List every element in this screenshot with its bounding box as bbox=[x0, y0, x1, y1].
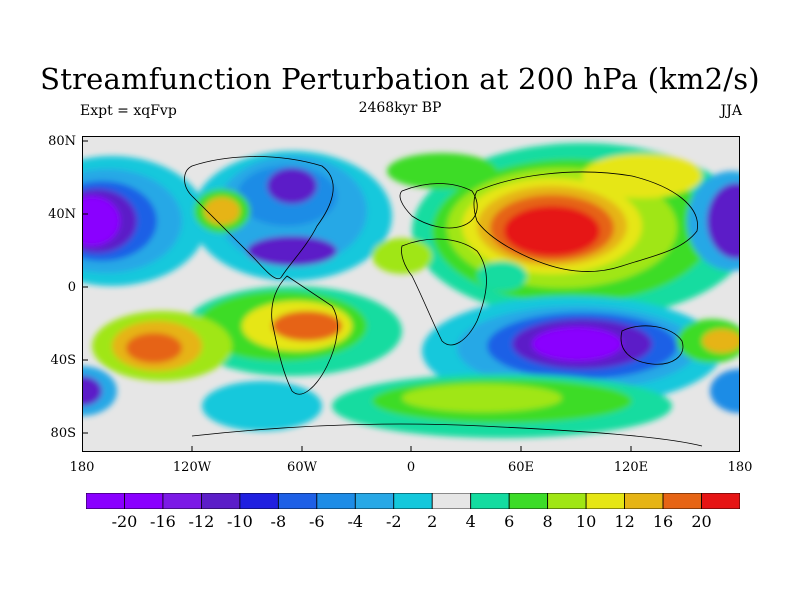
colorbar-swatch bbox=[431, 493, 472, 509]
colorbar-swatch bbox=[162, 493, 202, 509]
colorbar-swatch bbox=[239, 493, 279, 509]
colorbar-swatch bbox=[701, 493, 740, 509]
season-label: JJA bbox=[720, 103, 742, 119]
y-tick-label: 80S bbox=[50, 426, 76, 441]
colorbar-label: -16 bbox=[150, 512, 176, 531]
colorbar bbox=[86, 493, 740, 509]
colorbar-label: -2 bbox=[385, 512, 402, 531]
colorbar-swatch bbox=[354, 493, 395, 509]
contour-fill bbox=[82, 143, 740, 438]
y-tick-label: 0 bbox=[67, 280, 76, 295]
colorbar-swatch bbox=[277, 493, 318, 509]
colorbar-label: 10 bbox=[575, 512, 597, 531]
colorbar-label: -10 bbox=[226, 512, 253, 531]
colorbar-label: 20 bbox=[691, 512, 712, 531]
x-tick-label: 120E bbox=[613, 460, 649, 475]
axis-ticks bbox=[82, 140, 632, 452]
x-tick-label: 60E bbox=[507, 460, 535, 475]
y-tick-label: 80N bbox=[48, 134, 76, 149]
coastlines bbox=[184, 156, 703, 447]
x-tick-label: 180 bbox=[69, 460, 95, 475]
streamfunction-map bbox=[82, 136, 740, 452]
colorbar-swatch bbox=[316, 493, 356, 509]
colorbar-swatch bbox=[124, 493, 164, 509]
colorbar-label: 16 bbox=[652, 512, 674, 531]
colorbar-swatch bbox=[547, 493, 587, 509]
colorbar-label: -20 bbox=[111, 512, 138, 531]
colorbar-label: -8 bbox=[270, 512, 287, 531]
colorbar-swatch bbox=[201, 493, 241, 509]
colorbar-label: -12 bbox=[188, 512, 215, 531]
colorbar-label: -6 bbox=[309, 512, 325, 531]
time-label: 2468kyr BP bbox=[358, 100, 442, 116]
colorbar-swatch bbox=[393, 493, 433, 509]
colorbar-swatch bbox=[624, 493, 664, 509]
colorbar-swatch bbox=[470, 493, 510, 509]
colorbar-swatch bbox=[86, 493, 125, 509]
chart-title: Streamfunction Perturbation at 200 hPa (… bbox=[40, 62, 760, 96]
colorbar-label: 4 bbox=[465, 512, 476, 531]
colorbar-label: 8 bbox=[542, 512, 553, 531]
x-tick-label: 60W bbox=[287, 460, 317, 475]
colorbar-swatch bbox=[508, 493, 549, 509]
colorbar-swatch bbox=[585, 493, 625, 509]
experiment-label: Expt = xqFvp bbox=[80, 103, 177, 119]
colorbar-label: -4 bbox=[347, 512, 364, 531]
x-tick-label: 120W bbox=[172, 460, 212, 475]
colorbar-swatch bbox=[662, 493, 702, 509]
x-tick-label: 0 bbox=[406, 460, 416, 475]
colorbar-label: 2 bbox=[427, 512, 438, 531]
colorbar-label: 12 bbox=[614, 512, 635, 531]
colorbar-label: 6 bbox=[504, 512, 515, 531]
y-tick-label: 40S bbox=[50, 353, 76, 368]
x-tick-label: 180 bbox=[727, 460, 753, 475]
y-tick-label: 40N bbox=[48, 207, 76, 222]
